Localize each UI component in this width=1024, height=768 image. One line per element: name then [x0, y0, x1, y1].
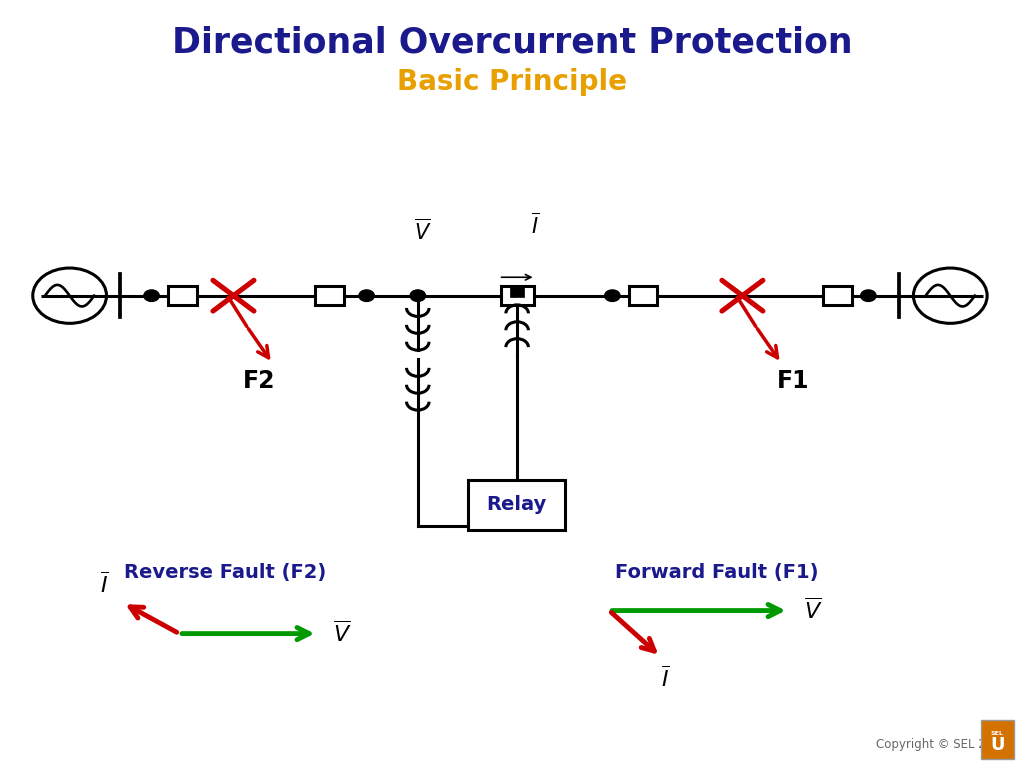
Circle shape	[410, 290, 426, 302]
Text: $\overline{I}$: $\overline{I}$	[100, 571, 109, 597]
Circle shape	[604, 290, 620, 302]
Text: Copyright © SEL 2008: Copyright © SEL 2008	[876, 738, 1008, 751]
Circle shape	[143, 290, 160, 302]
Text: SEL: SEL	[991, 731, 1004, 736]
Bar	[501, 286, 534, 305]
Text: $\overline{V}$: $\overline{V}$	[414, 218, 432, 243]
Bar	[629, 286, 657, 305]
Circle shape	[860, 290, 876, 302]
Bar	[315, 286, 344, 305]
Text: Reverse Fault (F2): Reverse Fault (F2)	[124, 563, 327, 581]
Bar	[168, 286, 197, 305]
Text: Relay: Relay	[486, 495, 547, 515]
Text: U: U	[990, 736, 1005, 754]
Text: F1: F1	[777, 369, 810, 393]
Text: Forward Fault (F1): Forward Fault (F1)	[615, 563, 818, 581]
Text: Directional Overcurrent Protection: Directional Overcurrent Protection	[172, 25, 852, 59]
Text: $\overline{V}$: $\overline{V}$	[804, 598, 822, 623]
Bar	[981, 720, 1014, 759]
Text: $\overline{V}$: $\overline{V}$	[333, 621, 351, 646]
Bar	[468, 480, 565, 530]
Circle shape	[358, 290, 375, 302]
Bar	[823, 286, 852, 305]
Text: F2: F2	[243, 369, 275, 393]
Text: $\overline{I}$: $\overline{I}$	[662, 666, 670, 691]
Text: $\overline{I}$: $\overline{I}$	[531, 213, 540, 238]
Bar	[510, 287, 523, 297]
Text: Basic Principle: Basic Principle	[397, 68, 627, 96]
